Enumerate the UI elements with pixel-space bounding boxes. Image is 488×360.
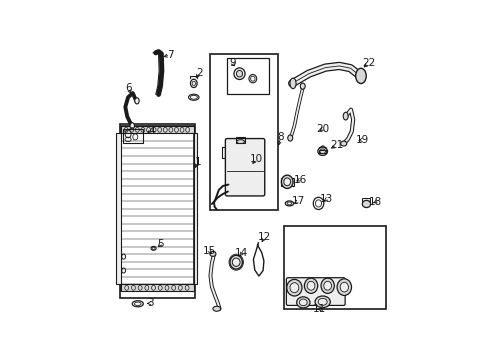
Ellipse shape	[299, 299, 306, 306]
Bar	[121, 126, 193, 133]
Ellipse shape	[318, 298, 326, 305]
Text: 13: 13	[320, 194, 333, 204]
Ellipse shape	[340, 282, 348, 292]
Ellipse shape	[236, 70, 242, 77]
Bar	[193, 133, 196, 284]
Ellipse shape	[300, 83, 305, 89]
Ellipse shape	[281, 175, 292, 188]
Bar	[123, 129, 143, 143]
Ellipse shape	[287, 135, 292, 141]
Text: 17: 17	[291, 196, 305, 206]
Text: 5: 5	[157, 239, 163, 249]
Bar	[116, 133, 121, 284]
Text: 1: 1	[194, 157, 201, 167]
Text: 20: 20	[316, 123, 329, 134]
Bar	[319, 150, 325, 153]
Ellipse shape	[355, 68, 366, 84]
Text: 21: 21	[329, 140, 343, 150]
Bar	[121, 284, 193, 291]
Ellipse shape	[212, 306, 220, 311]
Ellipse shape	[283, 178, 290, 186]
Text: 18: 18	[368, 197, 382, 207]
Text: 2: 2	[196, 68, 202, 78]
Ellipse shape	[286, 279, 302, 296]
FancyBboxPatch shape	[225, 139, 264, 196]
Ellipse shape	[229, 255, 242, 269]
Ellipse shape	[236, 140, 244, 144]
Ellipse shape	[233, 68, 244, 80]
Text: 16: 16	[293, 175, 306, 185]
FancyBboxPatch shape	[286, 278, 345, 305]
Ellipse shape	[323, 281, 331, 290]
Ellipse shape	[362, 201, 370, 208]
Text: 15: 15	[203, 246, 216, 256]
Bar	[361, 198, 369, 204]
Bar	[280, 177, 293, 186]
Text: 4: 4	[148, 126, 154, 135]
Text: 22: 22	[361, 58, 374, 68]
Ellipse shape	[340, 141, 346, 146]
Bar	[226, 58, 269, 94]
Ellipse shape	[209, 251, 216, 256]
Text: 8: 8	[277, 132, 283, 143]
Text: 11: 11	[313, 304, 326, 314]
Ellipse shape	[306, 281, 314, 290]
Ellipse shape	[304, 278, 317, 293]
Text: 7: 7	[166, 50, 173, 60]
Ellipse shape	[135, 98, 139, 104]
Text: 19: 19	[356, 135, 369, 145]
Ellipse shape	[289, 78, 295, 89]
Ellipse shape	[336, 279, 351, 296]
Text: 6: 6	[124, 83, 131, 93]
Bar	[284, 226, 386, 309]
Text: 10: 10	[249, 154, 262, 164]
Bar	[120, 123, 195, 298]
Text: 12: 12	[257, 232, 270, 242]
Ellipse shape	[314, 296, 329, 308]
Ellipse shape	[317, 147, 327, 156]
Ellipse shape	[296, 297, 309, 308]
Ellipse shape	[232, 258, 240, 266]
Ellipse shape	[343, 112, 347, 120]
Bar	[236, 138, 244, 143]
Bar	[210, 54, 278, 210]
Ellipse shape	[130, 123, 134, 129]
Ellipse shape	[320, 278, 334, 293]
Ellipse shape	[289, 283, 298, 293]
Text: 3: 3	[147, 298, 154, 308]
Text: 9: 9	[229, 58, 235, 68]
Text: 14: 14	[235, 248, 248, 258]
Bar	[121, 126, 193, 291]
